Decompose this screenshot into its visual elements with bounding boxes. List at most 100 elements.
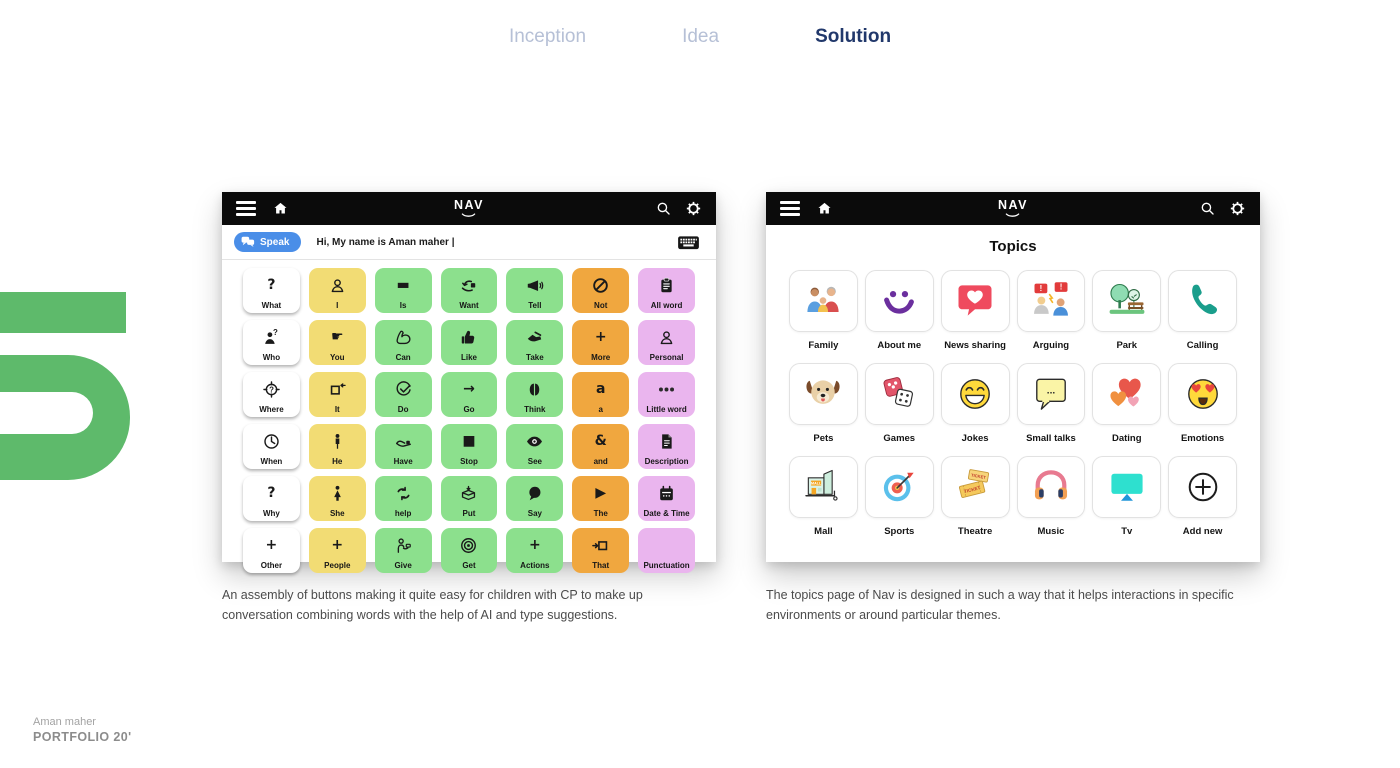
word-button-i[interactable]: I: [308, 268, 366, 313]
tab-idea[interactable]: Idea: [682, 26, 720, 47]
word-button-why[interactable]: ? Why: [243, 476, 300, 521]
word-button-want[interactable]: Want: [440, 268, 498, 313]
topic-theatre[interactable]: TICKET TICKET Theatre: [940, 456, 1010, 537]
word-label: Is: [399, 301, 407, 310]
topic-about-me[interactable]: About me: [864, 270, 934, 351]
word-button-where[interactable]: ? Where: [243, 372, 300, 417]
family-icon: [807, 286, 839, 312]
topic-sports[interactable]: Sports: [864, 456, 934, 537]
tab-inception[interactable]: Inception: [508, 26, 587, 47]
topic-tv[interactable]: Tv: [1092, 456, 1162, 537]
word-label: Want: [459, 301, 479, 310]
word-button-little-word[interactable]: Little word: [638, 372, 695, 417]
word-button-and[interactable]: & and: [572, 424, 630, 469]
word-button-do[interactable]: Do: [374, 372, 432, 417]
word-label: Go: [463, 405, 475, 414]
sports-icon: [884, 472, 914, 502]
word-button-you[interactable]: ☛ You: [308, 320, 366, 365]
word-label: Say: [527, 509, 542, 518]
word-button-have[interactable]: Have: [374, 424, 432, 469]
word-label: People: [324, 561, 351, 570]
word-button-give[interactable]: Give: [374, 528, 432, 573]
menu-icon[interactable]: [780, 201, 800, 216]
word-button-description[interactable]: Description: [638, 424, 695, 469]
word-button-not[interactable]: Not: [572, 268, 630, 313]
word-button-the[interactable]: ▶ The: [572, 476, 630, 521]
word-button-is[interactable]: ▬ Is: [374, 268, 432, 313]
word-button-can[interactable]: Can: [374, 320, 432, 365]
topic-calling[interactable]: Calling: [1168, 270, 1237, 351]
word-label: I: [336, 301, 339, 310]
word-button-other[interactable]: + Other: [243, 528, 300, 573]
svg-text:...: ...: [1047, 386, 1056, 397]
topic-add-new[interactable]: Add new: [1168, 456, 1237, 537]
topic-games[interactable]: Games: [864, 363, 934, 444]
topic-news-sharing[interactable]: News sharing: [940, 270, 1010, 351]
word-button-put[interactable]: Put: [440, 476, 498, 521]
word-button-tell[interactable]: Tell: [506, 268, 564, 313]
word-button-what[interactable]: ? What: [243, 268, 300, 313]
word-button-date-time[interactable]: Date & Time: [638, 476, 695, 521]
tv-icon: [1111, 473, 1143, 501]
settings-gear-icon[interactable]: [685, 200, 702, 217]
games-icon: [883, 377, 914, 407]
topic-park[interactable]: Park: [1092, 270, 1162, 351]
word-button-think[interactable]: Think: [506, 372, 564, 417]
word-button-all-word[interactable]: All word: [638, 268, 695, 313]
tab-solution[interactable]: Solution: [815, 26, 892, 47]
topic-music[interactable]: Music: [1016, 456, 1086, 537]
home-icon[interactable]: [816, 200, 833, 217]
word-label: Little word: [646, 405, 687, 414]
word-label: Actions: [520, 561, 550, 570]
word-button-when[interactable]: When: [243, 424, 300, 469]
word-button-more[interactable]: + More: [572, 320, 630, 365]
play-icon: ▶: [595, 485, 607, 501]
word-button-get[interactable]: Get: [440, 528, 498, 573]
word-button-that[interactable]: That: [572, 528, 630, 573]
word-label: More: [591, 353, 611, 362]
topic-arguing[interactable]: !! Arguing: [1016, 270, 1086, 351]
topic-family[interactable]: Family: [789, 270, 858, 351]
left-caption: An assembly of buttons making it quite e…: [222, 588, 643, 623]
topics-title: Topics: [989, 238, 1037, 255]
word-button-she[interactable]: She: [308, 476, 366, 521]
topic-jokes[interactable]: Jokes: [940, 363, 1010, 444]
word-button-who[interactable]: ? Who: [243, 320, 300, 365]
topic-label: Jokes: [961, 433, 989, 444]
topic-mall[interactable]: MALL Mall: [789, 456, 858, 537]
topic-small-talks[interactable]: ... Small talks: [1016, 363, 1086, 444]
word-button-stop[interactable]: ■ Stop: [440, 424, 498, 469]
speak-button[interactable]: Speak: [234, 232, 302, 252]
topic-card: TICKET TICKET: [940, 456, 1010, 518]
word-button-like[interactable]: Like: [440, 320, 498, 365]
word-button-help[interactable]: help: [374, 476, 432, 521]
settings-gear-icon[interactable]: [1229, 200, 1246, 217]
word-button-take[interactable]: Take: [506, 320, 564, 365]
word-button-punctuation[interactable]: Punctuation: [638, 528, 695, 573]
topic-dating[interactable]: Dating: [1092, 363, 1162, 444]
topic-pets[interactable]: Pets: [789, 363, 858, 444]
topic-card: [864, 363, 934, 425]
home-icon[interactable]: [272, 200, 289, 217]
word-button-personal[interactable]: Personal: [638, 320, 695, 365]
search-icon[interactable]: [1199, 200, 1216, 217]
keyboard-icon[interactable]: [677, 234, 700, 251]
speak-bar: Speak Hi, My name is Aman maher |: [222, 225, 716, 260]
word-button-people[interactable]: + People: [308, 528, 366, 573]
word-button-see[interactable]: See: [506, 424, 564, 469]
search-icon[interactable]: [655, 200, 672, 217]
topic-label: Pets: [813, 433, 834, 444]
word-button-he[interactable]: He: [308, 424, 366, 469]
menu-icon[interactable]: [236, 201, 256, 216]
word-button-say[interactable]: Say: [506, 476, 564, 521]
word-button-it[interactable]: It: [308, 372, 366, 417]
topic-emotions[interactable]: Emotions: [1168, 363, 1237, 444]
word-button-go[interactable]: → Go: [440, 372, 498, 417]
topic-card: [789, 363, 858, 425]
topic-card: [1092, 270, 1162, 332]
word-label: Can: [395, 353, 411, 362]
word-button-actions[interactable]: + Actions: [506, 528, 564, 573]
message-input[interactable]: Hi, My name is Aman maher |: [316, 236, 455, 248]
